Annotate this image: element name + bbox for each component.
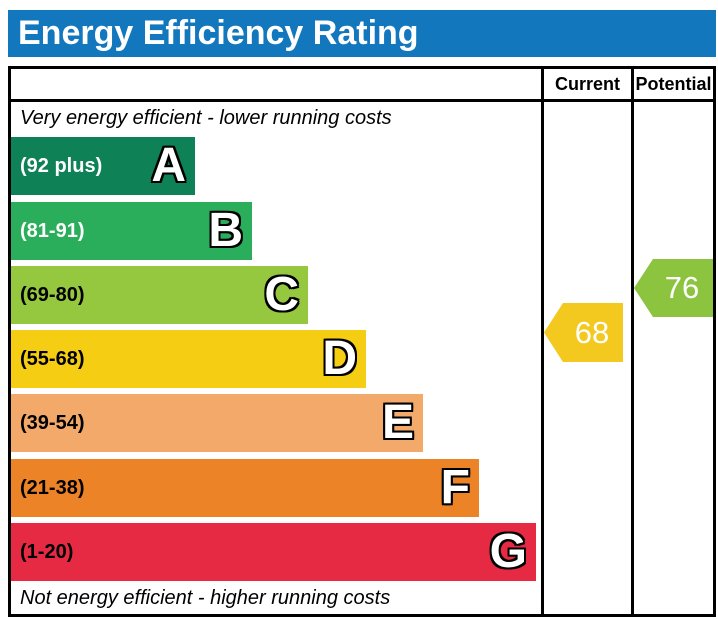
band-letter: C: [264, 268, 299, 321]
band-range: (39-54): [20, 411, 85, 434]
band-range: (69-80): [20, 283, 85, 306]
current-rating-value: 68: [574, 314, 610, 350]
caption-very-efficient: Very energy efficient - lower running co…: [20, 107, 392, 129]
band-letter: E: [381, 396, 414, 449]
column-header-potential: Potential: [635, 74, 712, 94]
header-separator-line: [11, 99, 713, 102]
band-e: (39-54) E: [11, 394, 423, 452]
page-title: Energy Efficiency Rating: [8, 10, 716, 57]
band-range: (1-20): [20, 540, 74, 563]
band-g: (1-20) G: [11, 523, 536, 581]
band-c: (69-80) C: [11, 266, 308, 324]
band-letter: G: [489, 525, 527, 578]
band-b: (81-91) B: [11, 202, 252, 260]
band-letter: B: [208, 204, 243, 257]
band-range: (21-38): [20, 476, 85, 499]
potential-column-divider: [631, 69, 634, 614]
rating-table-inner: Current Potential Very energy efficient …: [11, 69, 713, 614]
column-header-current: Current: [554, 74, 620, 94]
current-rating-arrow: 68: [544, 303, 623, 362]
caption-not-efficient: Not energy efficient - higher running co…: [20, 587, 391, 609]
band-d: (55-68) D: [11, 330, 366, 388]
band-range: (92 plus): [20, 154, 103, 177]
band-letter: A: [151, 139, 186, 192]
band-f: (21-38) F: [11, 459, 479, 517]
band-letter: D: [322, 332, 357, 385]
potential-rating-value: 76: [664, 270, 700, 305]
band-a: (92 plus) A: [11, 137, 195, 195]
potential-rating-arrow: 76: [634, 259, 713, 317]
rating-table: Current Potential Very energy efficient …: [8, 66, 716, 617]
current-column-divider: [541, 69, 544, 614]
band-range: (81-91): [20, 219, 85, 242]
band-range: (55-68): [20, 347, 85, 370]
band-letter: F: [440, 461, 470, 514]
